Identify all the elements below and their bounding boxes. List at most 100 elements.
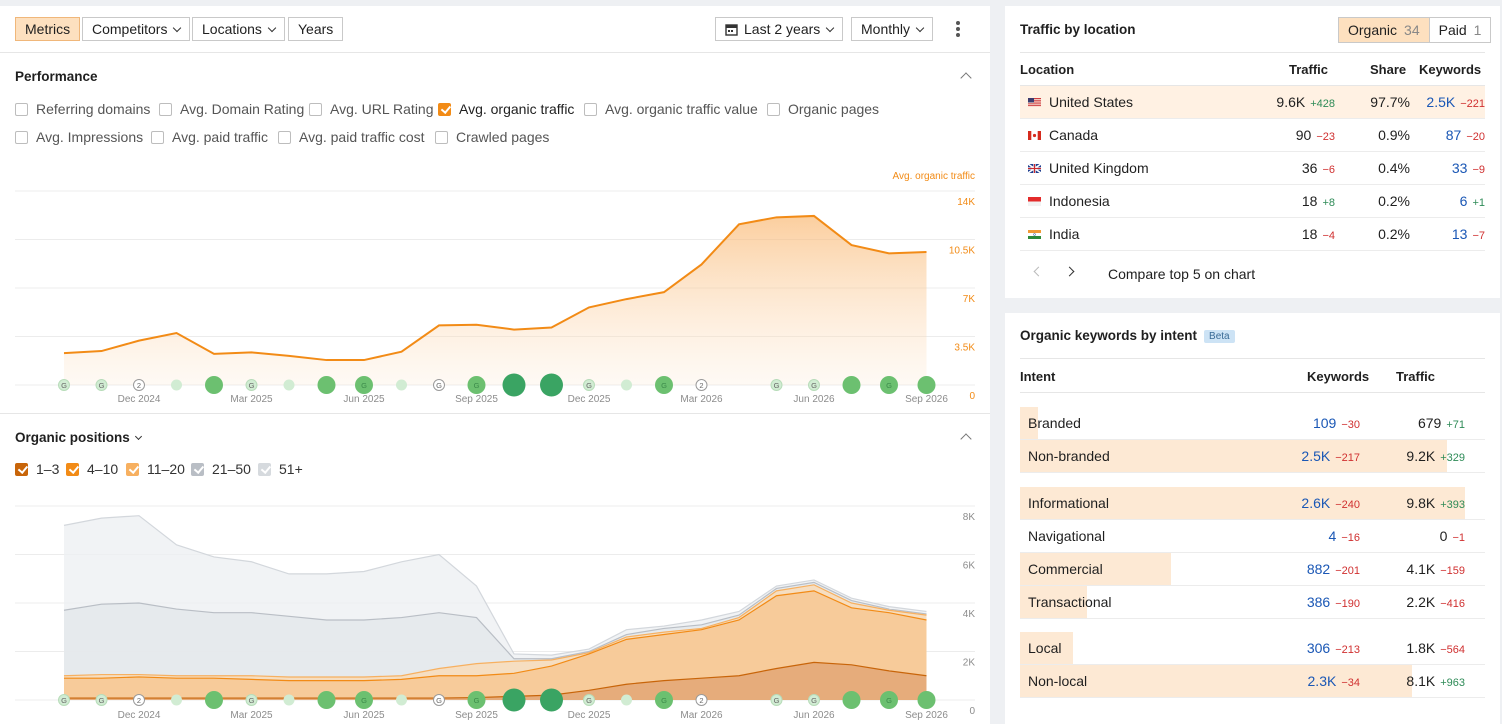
col-share[interactable]: Share [1370, 62, 1407, 77]
annotation-marker[interactable]: G [245, 694, 258, 706]
keywords-cell[interactable]: 87 −20 [1446, 119, 1485, 152]
annotation-marker[interactable] [842, 376, 861, 394]
legend-checkbox[interactable] [258, 462, 271, 476]
intent-keywords[interactable]: 882 −201 [1307, 553, 1360, 586]
intent-row[interactable]: Non-branded 2.5K −217 9.2K +329 [1020, 440, 1485, 473]
checkbox-box[interactable] [767, 102, 780, 116]
tab-paid[interactable]: Paid 1 [1428, 18, 1491, 42]
metric-checkbox[interactable]: Avg. Impressions [15, 129, 143, 145]
annotation-marker[interactable]: 2 [133, 694, 145, 706]
interval-select[interactable]: Monthly [851, 17, 934, 41]
legend-item[interactable]: 1–3 [15, 461, 59, 477]
col-keywords[interactable]: Keywords [1419, 62, 1482, 77]
annotation-marker[interactable]: G [467, 691, 486, 709]
legend-item[interactable]: 51+ [258, 461, 303, 477]
annotation-marker[interactable]: G [95, 694, 108, 706]
keywords-cell[interactable]: 2.5K −221 [1426, 86, 1485, 119]
annotation-marker[interactable]: G [58, 694, 70, 706]
more-menu-icon[interactable] [956, 21, 960, 37]
metric-checkbox[interactable]: Avg. paid traffic [151, 129, 268, 145]
annotation-marker[interactable]: G [880, 376, 898, 394]
checkbox-box[interactable] [278, 130, 291, 144]
col-traffic[interactable]: Traffic [1289, 62, 1329, 77]
annotation-marker[interactable]: G [583, 694, 595, 706]
intent-keywords[interactable]: 2.6K −240 [1301, 487, 1360, 520]
annotation-marker[interactable]: G [58, 379, 70, 391]
location-row[interactable]: United States 9.6K +428 97.7% 2.5K −221 [1020, 86, 1485, 119]
annotation-marker[interactable]: G [880, 691, 898, 709]
checkbox-box[interactable] [309, 102, 322, 116]
annotation-marker[interactable]: G [433, 694, 445, 706]
annotation-marker[interactable]: G [467, 376, 486, 394]
date-range-select[interactable]: Last 2 years [715, 17, 844, 41]
annotation-marker[interactable]: G [770, 694, 783, 706]
checkbox-box[interactable] [15, 130, 28, 144]
annotation-marker[interactable] [396, 379, 407, 391]
legend-checkbox[interactable] [15, 462, 28, 476]
annotation-marker[interactable]: G [355, 691, 373, 709]
location-row[interactable]: India 18 −4 0.2% 13 −7 [1020, 218, 1485, 251]
intent-row[interactable]: Local 306 −213 1.8K −564 [1020, 632, 1485, 665]
location-name[interactable]: United States [1028, 86, 1133, 119]
annotation-marker[interactable]: 2 [695, 694, 708, 706]
intent-keywords[interactable]: 386 −190 [1307, 586, 1360, 619]
tab-metrics[interactable]: Metrics [15, 17, 81, 41]
annotation-marker[interactable] [502, 688, 526, 712]
intent-row[interactable]: Navigational 4 −16 0 −1 [1020, 520, 1485, 553]
annotation-marker[interactable]: G [655, 691, 673, 709]
keywords-cell[interactable]: 13 −7 [1452, 218, 1485, 251]
annotation-marker[interactable] [396, 694, 407, 706]
location-row[interactable]: Indonesia 18 +8 0.2% 6 +1 [1020, 185, 1485, 218]
annotation-marker[interactable] [842, 691, 861, 709]
intent-row[interactable]: Informational 2.6K −240 9.8K +393 [1020, 487, 1485, 520]
legend-checkbox[interactable] [66, 462, 79, 476]
tab-organic[interactable]: Organic 34 [1339, 18, 1429, 42]
keywords-cell[interactable]: 33 −9 [1452, 152, 1485, 185]
metric-checkbox[interactable]: Avg. organic traffic [438, 101, 574, 117]
intent-row[interactable]: Transactional 386 −190 2.2K −416 [1020, 586, 1485, 619]
annotation-marker[interactable] [502, 373, 526, 397]
tab-years[interactable]: Years [288, 17, 344, 41]
intent-row[interactable]: Commercial 882 −201 4.1K −159 [1020, 553, 1485, 586]
tab-competitors[interactable]: Competitors [82, 17, 191, 41]
location-name[interactable]: United Kingdom [1028, 152, 1149, 185]
legend-item[interactable]: 11–20 [126, 461, 185, 477]
legend-item[interactable]: 4–10 [66, 461, 118, 477]
annotation-marker[interactable]: 2 [133, 379, 145, 391]
checkbox-box[interactable] [584, 102, 597, 116]
collapse-icon[interactable] [960, 433, 972, 445]
intent-keywords[interactable]: 4 −16 [1329, 520, 1360, 553]
compare-top-5-link[interactable]: Compare top 5 on chart [1108, 266, 1256, 282]
annotation-marker[interactable]: G [655, 376, 673, 394]
intent-keywords[interactable]: 2.3K −34 [1308, 665, 1360, 698]
annotation-marker[interactable] [540, 373, 563, 397]
next-page-icon[interactable] [1064, 266, 1075, 277]
checkbox-box[interactable] [438, 102, 451, 116]
checkbox-box[interactable] [159, 102, 172, 116]
annotation-marker[interactable] [917, 376, 936, 394]
annotation-marker[interactable] [621, 694, 632, 706]
annotation-marker[interactable]: 2 [695, 379, 708, 391]
tab-locations[interactable]: Locations [192, 17, 285, 41]
annotation-marker[interactable]: G [433, 379, 445, 391]
legend-checkbox[interactable] [191, 462, 204, 476]
annotation-marker[interactable] [917, 691, 936, 709]
annotation-marker[interactable] [171, 379, 182, 391]
metric-checkbox[interactable]: Avg. organic traffic value [584, 101, 758, 117]
checkbox-box[interactable] [151, 130, 164, 144]
annotation-marker[interactable]: G [95, 379, 108, 391]
annotation-marker[interactable]: G [355, 376, 373, 394]
metric-checkbox[interactable]: Organic pages [767, 101, 879, 117]
location-name[interactable]: India [1028, 218, 1079, 251]
keywords-cell[interactable]: 6 +1 [1460, 185, 1485, 218]
location-row[interactable]: Canada 90 −23 0.9% 87 −20 [1020, 119, 1485, 152]
annotation-marker[interactable]: G [770, 379, 783, 391]
annotation-marker[interactable] [621, 379, 632, 391]
location-name[interactable]: Indonesia [1028, 185, 1110, 218]
prev-page-icon[interactable] [1033, 266, 1044, 277]
annotation-marker[interactable] [283, 379, 295, 391]
organic-positions-title[interactable]: Organic positions [15, 430, 142, 445]
legend-checkbox[interactable] [126, 462, 139, 476]
legend-item[interactable]: 21–50 [191, 461, 251, 477]
col-location[interactable]: Location [1020, 62, 1075, 77]
